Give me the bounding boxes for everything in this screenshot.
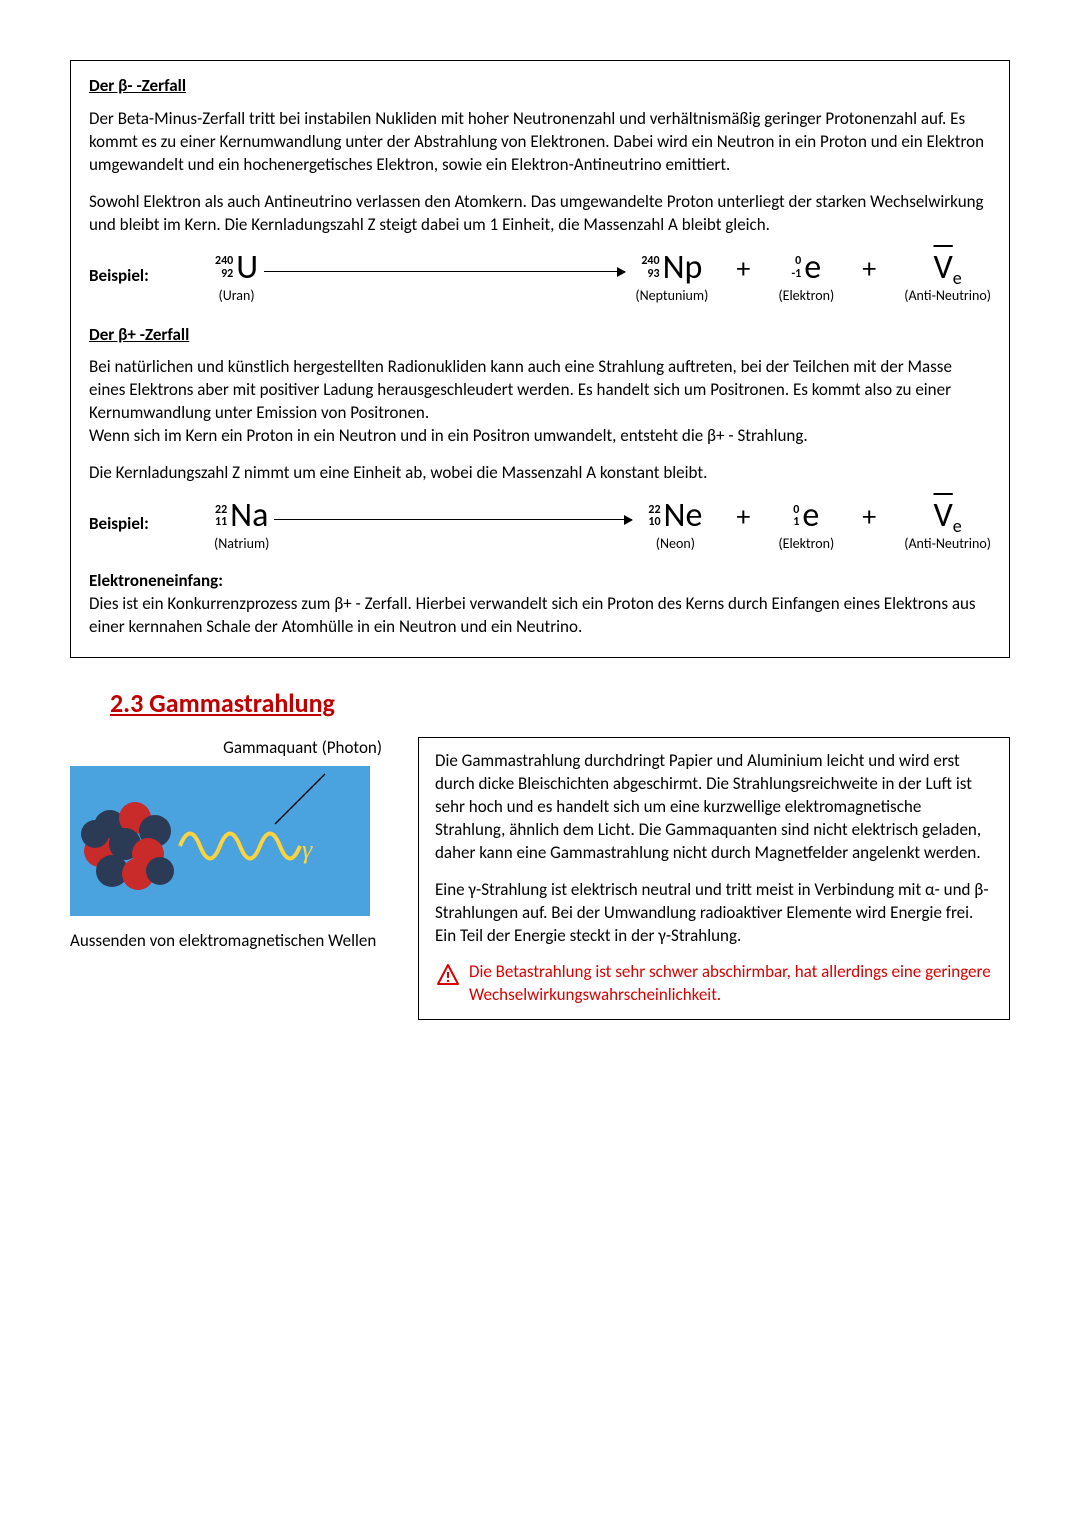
plus-icon: + <box>862 251 876 283</box>
beta-plus-p2: Die Kernladungszahl Z nimmt um eine Einh… <box>89 462 991 485</box>
gamma-warning-text: Die Betastrahlung ist sehr schwer abschi… <box>469 961 993 1007</box>
overbar-symbol: V <box>933 495 952 536</box>
gamma-p2: Eine γ-Strahlung ist elektrisch neutral … <box>435 879 993 948</box>
reaction-arrow-icon <box>264 271 625 272</box>
neutrino-subscript: e <box>953 267 962 289</box>
gamma-photon-label: Gammaquant (Photon) <box>70 737 400 760</box>
gamma-symbol-text: γ <box>302 835 313 864</box>
element-name: (Natrium) <box>214 535 269 554</box>
gamma-heading: 2.3 Gammastrahlung <box>110 686 1010 721</box>
nuclide-uran: 240 92 U (Uran) <box>209 251 264 306</box>
beta-minus-p2: Sowohl Elektron als auch Antineutrino ve… <box>89 191 991 237</box>
nuclide-neon: 22 10 Ne (Neon) <box>642 499 708 554</box>
neutrino-subscript: e <box>953 515 962 537</box>
gamma-figure: Gammaquant (Photon) γ <box>70 737 400 953</box>
nuclide-electron: 0 -1 e (Elektron) <box>778 251 834 306</box>
element-name: (Neon) <box>656 535 695 554</box>
element-name: (Elektron) <box>778 287 834 306</box>
gamma-text-box: Die Gammastrahlung durchdringt Papier un… <box>418 737 1010 1020</box>
beta-minus-p1: Der Beta-Minus-Zerfall tritt bei instabi… <box>89 108 991 177</box>
plus-icon: + <box>736 251 750 283</box>
plus-icon: + <box>862 499 876 531</box>
atomic-number: 10 <box>648 516 660 529</box>
plus-icon: + <box>736 499 750 531</box>
atomic-number: -1 <box>791 268 801 281</box>
element-name: (Elektron) <box>778 535 834 554</box>
mass-number: 240 <box>641 255 659 268</box>
beta-plus-example: Beispiel: 22 11 Na (Natrium) 22 10 Ne (N… <box>89 499 991 554</box>
gamma-nucleus-svg: γ <box>70 766 370 916</box>
nuclide-natrium: 22 11 Na (Natrium) <box>209 499 274 554</box>
ec-title: Elektroneneinfang: <box>89 570 991 593</box>
element-symbol: e <box>802 499 819 533</box>
gamma-image: γ <box>70 766 370 916</box>
electron-capture: Elektroneneinfang: Dies ist ein Konkurre… <box>89 570 991 639</box>
element-symbol: Na <box>230 499 268 533</box>
beta-plus-p1b: Wenn sich im Kern ein Proton in ein Neut… <box>89 425 991 448</box>
element-name: (Anti-Neutrino) <box>904 287 991 306</box>
element-symbol: Np <box>663 251 703 285</box>
element-name: (Uran) <box>218 287 254 306</box>
reaction-arrow-icon <box>274 519 632 520</box>
nuclide-antineutrino: Ve (Anti-Neutrino) <box>904 251 991 306</box>
mass-number: 240 <box>215 255 233 268</box>
mass-number: 0 <box>795 255 801 268</box>
element-symbol: Ne <box>664 499 703 533</box>
atomic-number: 11 <box>215 516 227 529</box>
beta-minus-title: Der β- -Zerfall <box>89 75 991 98</box>
beta-minus-example: Beispiel: 240 92 U (Uran) 240 93 Np (Nep… <box>89 251 991 306</box>
atomic-number: 93 <box>647 268 659 281</box>
nuclide-antineutrino: Ve (Anti-Neutrino) <box>904 499 991 554</box>
ec-text: Dies ist ein Konkurrenzprozess zum β+ - … <box>89 593 991 639</box>
nuclide-positron: 0 1 e (Elektron) <box>778 499 834 554</box>
beta-decay-box: Der β- -Zerfall Der Beta-Minus-Zerfall t… <box>70 60 1010 658</box>
atomic-number: 92 <box>221 268 233 281</box>
warning-triangle-icon <box>435 963 461 987</box>
nuclide-neptunium: 240 93 Np (Neptunium) <box>635 251 708 306</box>
element-symbol: U <box>236 251 258 285</box>
gamma-caption: Aussenden von elektromagnetischen Wellen <box>70 930 400 953</box>
beta-plus-title: Der β+ -Zerfall <box>89 324 991 347</box>
gamma-p1: Die Gammastrahlung durchdringt Papier un… <box>435 750 993 865</box>
example-label: Beispiel: <box>89 499 209 536</box>
element-name: (Anti-Neutrino) <box>904 535 991 554</box>
element-name: (Neptunium) <box>635 287 708 306</box>
atomic-number: 1 <box>793 516 799 529</box>
element-symbol: e <box>804 251 821 285</box>
beta-plus-p1: Bei natürlichen und künstlich hergestell… <box>89 356 991 425</box>
gamma-warning: Die Betastrahlung ist sehr schwer abschi… <box>435 961 993 1007</box>
example-label: Beispiel: <box>89 251 209 288</box>
overbar-symbol: V <box>933 247 952 288</box>
gamma-section: Gammaquant (Photon) γ <box>70 737 1010 1020</box>
